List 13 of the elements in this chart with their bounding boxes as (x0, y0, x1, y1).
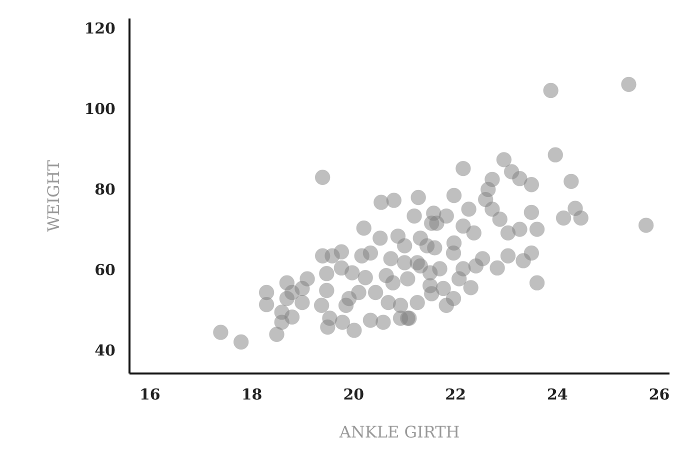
y-tick-label: 100 (84, 100, 116, 118)
y-tick-label: 120 (84, 20, 116, 38)
y-tick-label: 60 (94, 261, 116, 280)
y-tick-label: 40 (94, 342, 116, 360)
x-tick-label: 24 (546, 386, 568, 404)
x-tick-label: 16 (139, 386, 160, 404)
x-axis-title: ANKLE GIRTH (338, 422, 460, 442)
x-tick-label: 20 (343, 386, 364, 404)
x-tick-label: 26 (648, 386, 670, 404)
y-tick-label: 80 (94, 180, 116, 199)
x-tick-label: 22 (445, 386, 466, 404)
y-axis-title: WEIGHT (44, 160, 64, 232)
x-tick-label: 18 (241, 386, 262, 404)
